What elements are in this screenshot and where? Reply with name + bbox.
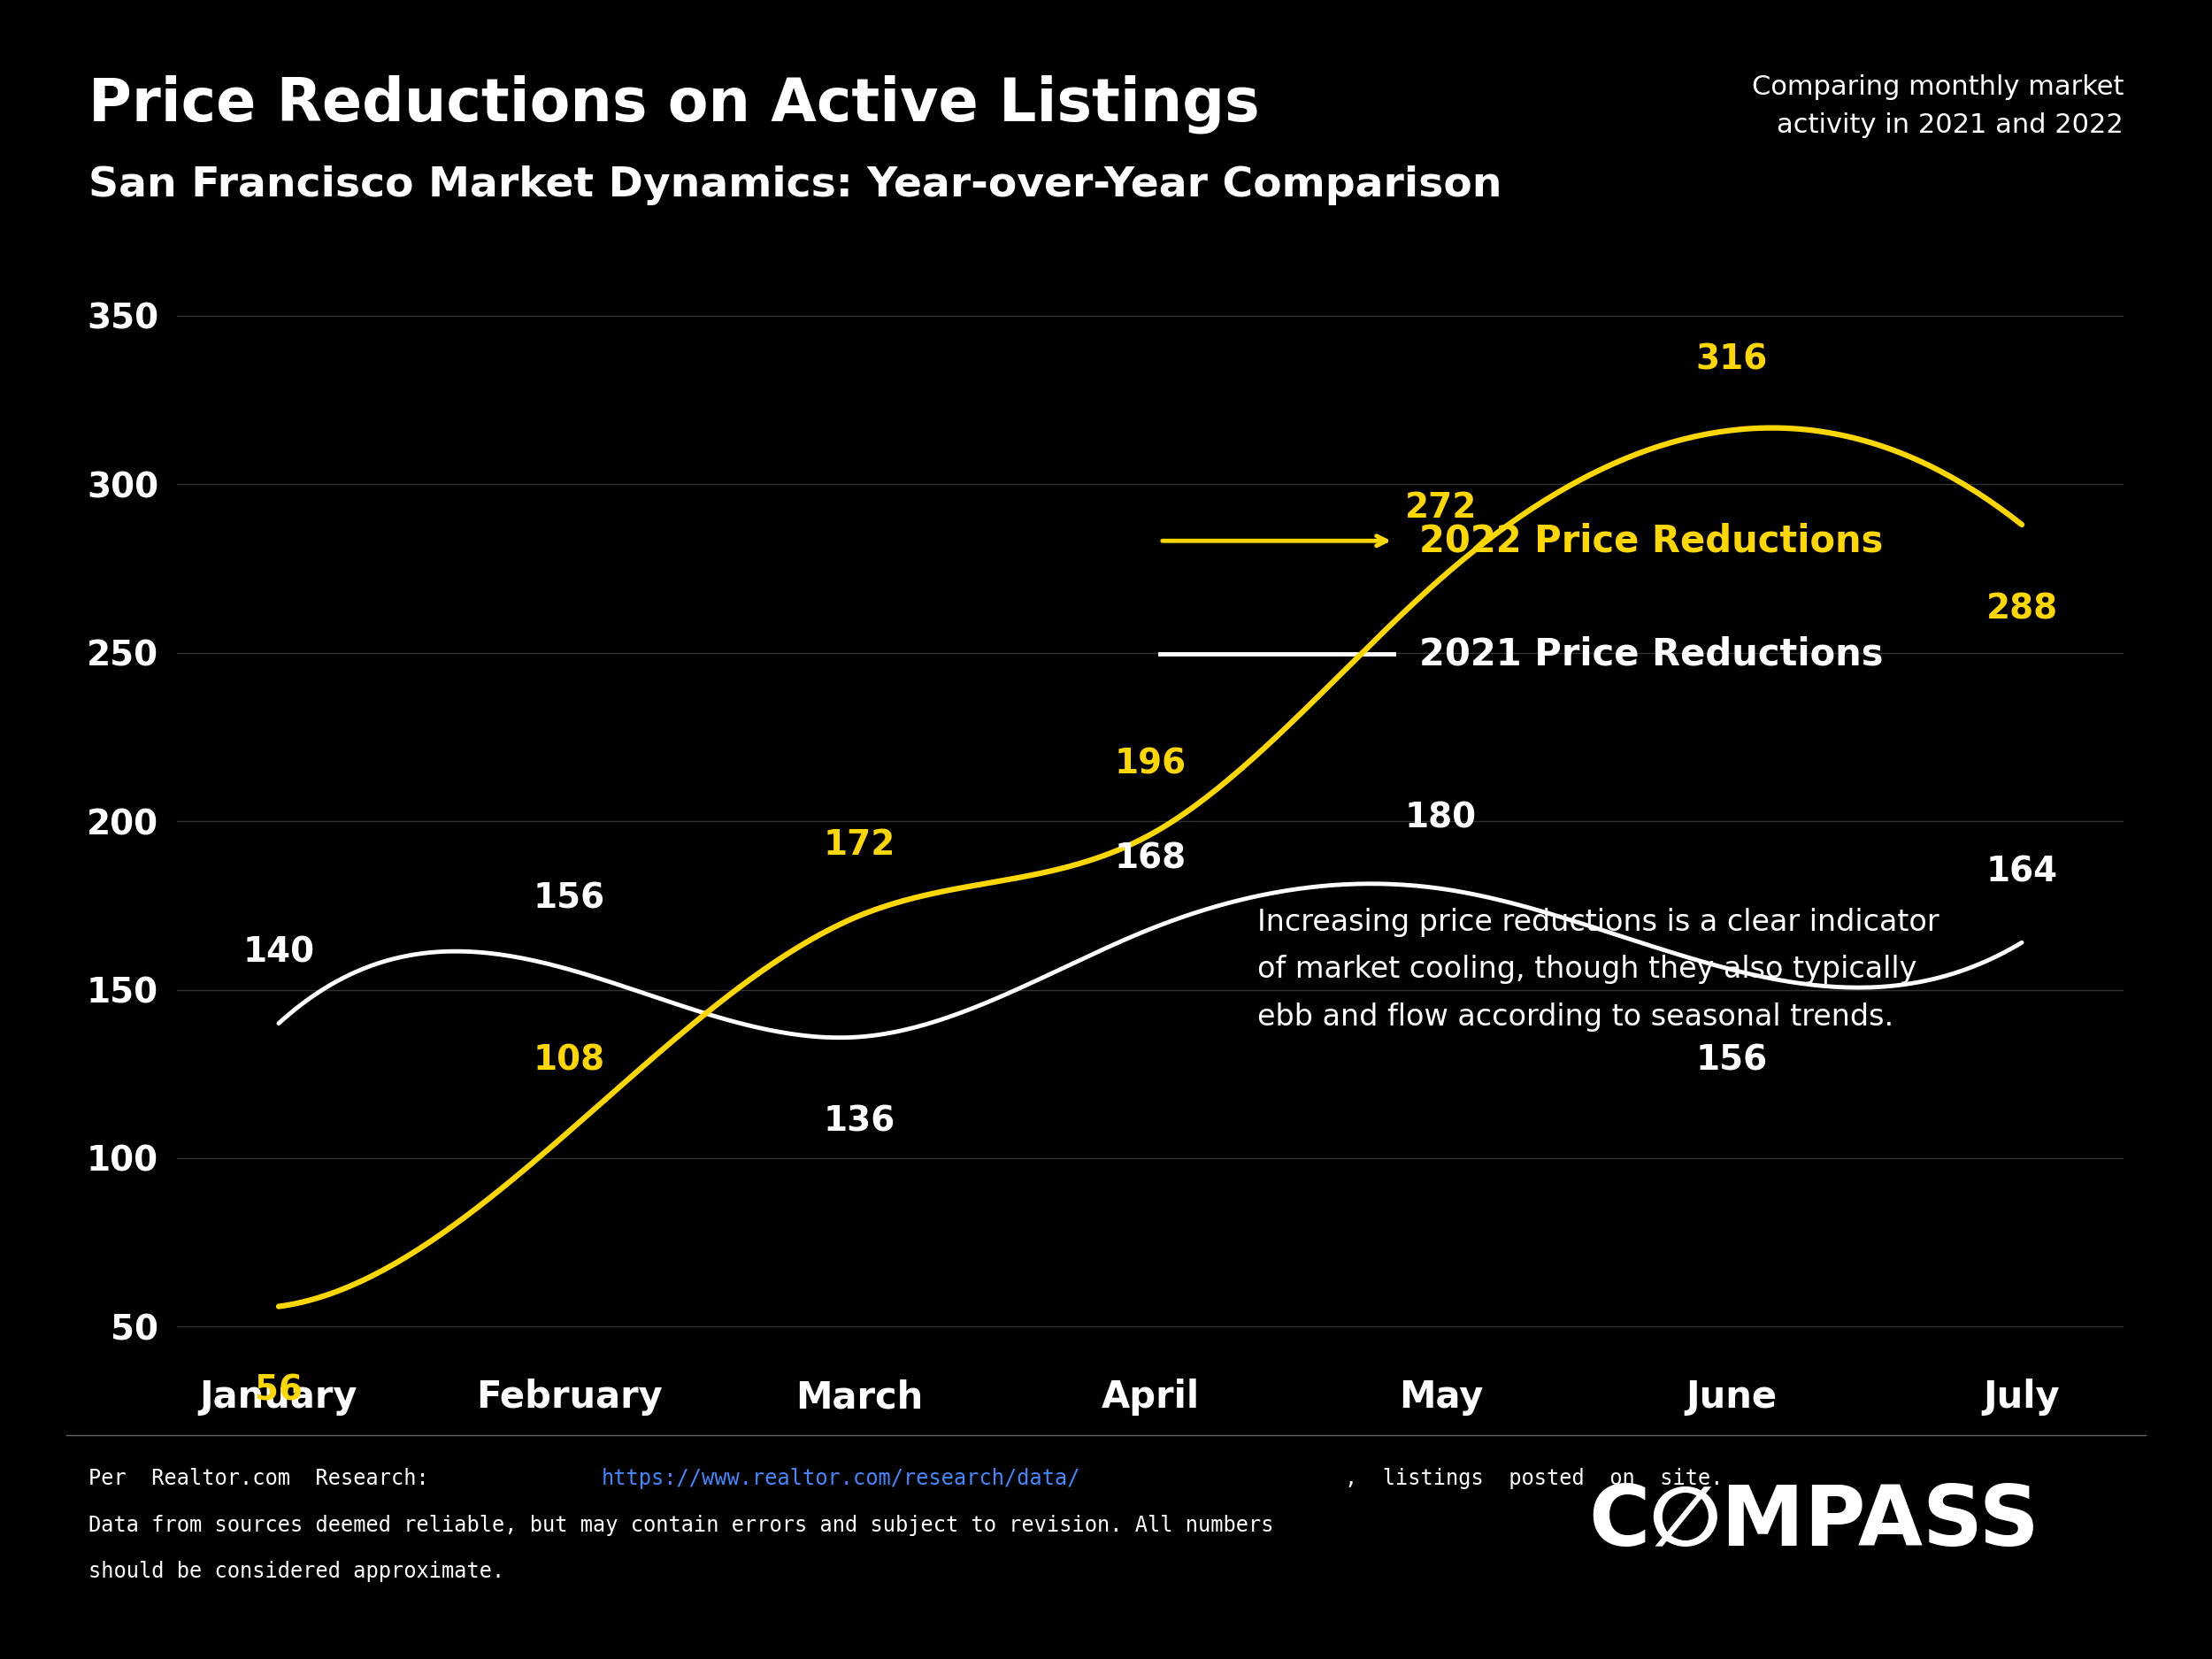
Text: https://www.realtor.com/research/data/: https://www.realtor.com/research/data/ [602,1468,1082,1490]
Text: should be considered approximate.: should be considered approximate. [88,1561,504,1583]
Text: Increasing price reductions is a clear indicator
of market cooling, though they : Increasing price reductions is a clear i… [1256,907,1940,1032]
Text: 156: 156 [533,883,606,916]
Text: 56: 56 [254,1374,303,1407]
Text: Price Reductions on Active Listings: Price Reductions on Active Listings [88,75,1259,133]
Text: 2022 Price Reductions: 2022 Price Reductions [1418,523,1882,559]
Text: 316: 316 [1694,343,1767,377]
Text: 156: 156 [1694,1044,1767,1077]
Text: 168: 168 [1115,841,1186,874]
Text: 272: 272 [1405,491,1478,524]
Text: Comparing monthly market
activity in 2021 and 2022: Comparing monthly market activity in 202… [1752,75,2124,138]
Text: 196: 196 [1115,747,1186,781]
Text: ,  listings  posted  on  site.: , listings posted on site. [1345,1468,1723,1490]
Text: Per  Realtor.com  Research:: Per Realtor.com Research: [88,1468,467,1490]
Text: 140: 140 [243,936,314,969]
Text: 172: 172 [823,828,896,861]
Text: 108: 108 [533,1044,606,1077]
Text: C∅MPASS: C∅MPASS [1588,1481,2039,1564]
Text: 180: 180 [1405,801,1478,834]
Text: 136: 136 [823,1105,896,1138]
Text: Data from sources deemed reliable, but may contain errors and subject to revisio: Data from sources deemed reliable, but m… [88,1515,1274,1536]
Text: 164: 164 [1986,854,2057,889]
Text: 288: 288 [1986,592,2057,625]
Text: San Francisco Market Dynamics: Year-over-Year Comparison: San Francisco Market Dynamics: Year-over… [88,166,1502,206]
Text: 2021 Price Reductions: 2021 Price Reductions [1418,635,1882,672]
